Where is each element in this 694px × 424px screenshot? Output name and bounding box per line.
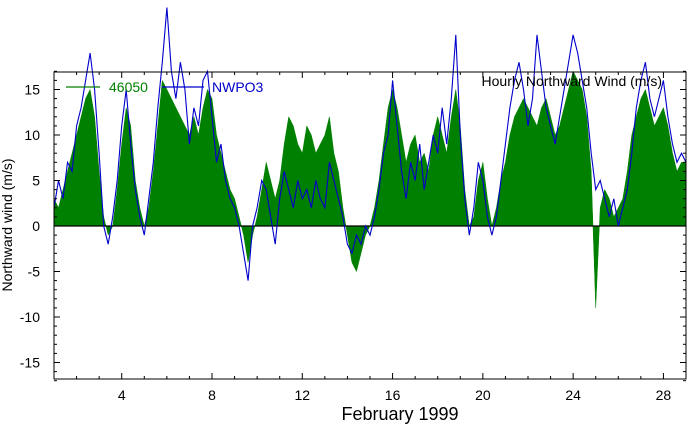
series-area-46050 bbox=[54, 70, 686, 308]
y-tick-label: 15 bbox=[24, 82, 40, 98]
y-tick-label: -10 bbox=[20, 309, 40, 325]
x-tick-label: 16 bbox=[385, 387, 401, 403]
y-tick-label: -15 bbox=[20, 355, 40, 371]
axes: 4 8 12 16 20 24 28 -15 -10 -5 0 5 10 15 bbox=[20, 70, 687, 403]
legend-label: 46050 bbox=[109, 79, 148, 95]
legend-label: NWPO3 bbox=[212, 79, 264, 95]
x-axis-title: February 1999 bbox=[341, 404, 458, 424]
plot-area bbox=[54, 7, 686, 308]
y-axis-title: Northward wind (m/s) bbox=[0, 158, 15, 291]
chart-title: Hourly Northward Wind (m/s) bbox=[482, 73, 662, 89]
y-tick-label: 5 bbox=[32, 173, 40, 189]
series-line-nwpo3 bbox=[54, 7, 686, 281]
x-tick-label: 8 bbox=[208, 387, 216, 403]
x-tick-label: 28 bbox=[656, 387, 672, 403]
x-tick-label: 12 bbox=[294, 387, 310, 403]
legend: 46050 NWPO3 bbox=[66, 79, 264, 95]
y-tick-label: -5 bbox=[28, 264, 41, 280]
y-tick-label: 0 bbox=[32, 218, 40, 234]
y-tick-label: 10 bbox=[24, 127, 40, 143]
x-tick-label: 20 bbox=[475, 387, 491, 403]
x-tick-label: 4 bbox=[118, 387, 126, 403]
x-tick-label: 24 bbox=[565, 387, 581, 403]
